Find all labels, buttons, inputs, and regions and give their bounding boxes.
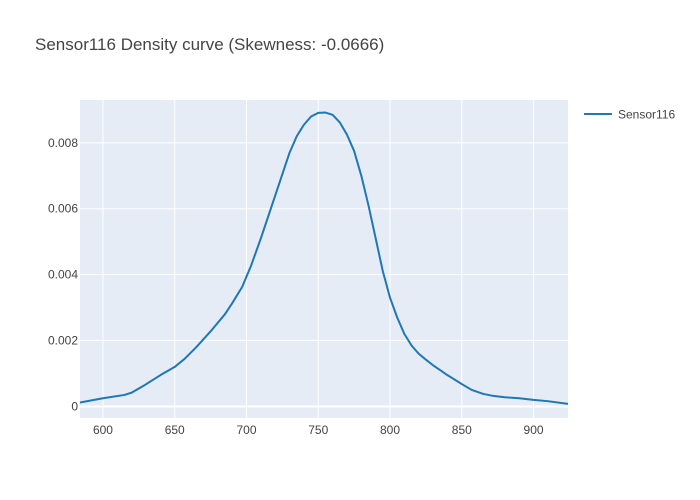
x-tick-label: 700: [236, 423, 256, 437]
x-tick-label: 900: [524, 423, 544, 437]
x-tick-label: 750: [308, 423, 328, 437]
chart-title: Sensor116 Density curve (Skewness: -0.06…: [35, 35, 384, 54]
x-tick-label: 600: [93, 423, 113, 437]
legend-label: Sensor116: [618, 108, 675, 122]
x-tick-label: 850: [452, 423, 472, 437]
plot-area: [80, 100, 568, 418]
x-tick-label: 800: [380, 423, 400, 437]
y-tick-label: 0.004: [48, 268, 78, 282]
x-tick-label: 650: [165, 423, 185, 437]
legend[interactable]: Sensor116: [584, 108, 675, 122]
y-tick-label: 0.008: [48, 136, 78, 150]
y-tick-label: 0.002: [48, 334, 78, 348]
x-axis-ticks: 600 650 700 750 800 850 900: [93, 423, 544, 437]
y-tick-label: 0.006: [48, 202, 78, 216]
y-tick-label: 0: [71, 399, 78, 413]
series-line-sensor116: [79, 111, 569, 405]
y-axis-ticks: 0 0.002 0.004 0.006 0.008: [48, 136, 78, 414]
grid: [80, 100, 568, 418]
